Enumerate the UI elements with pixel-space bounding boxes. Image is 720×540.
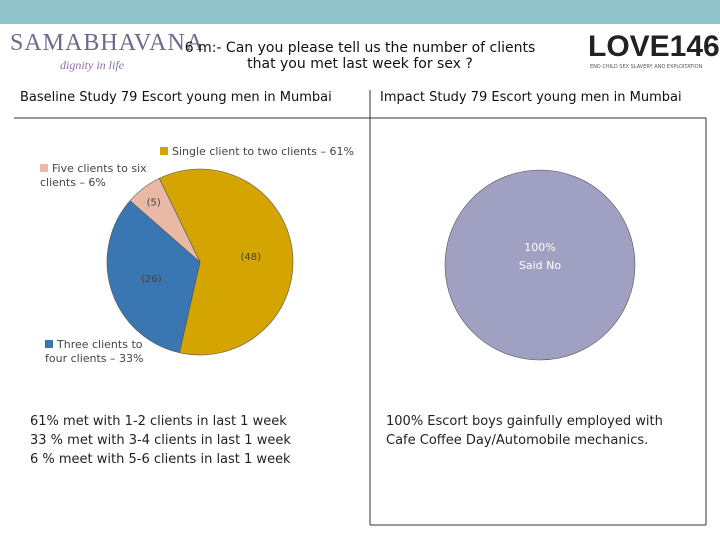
pie-slice: [106, 200, 201, 354]
pie-slice: [158, 168, 294, 356]
title-line: 6 m:- Can you please tell us the number …: [184, 40, 536, 56]
value-label: (26): [141, 274, 162, 285]
value-label: (5): [147, 197, 161, 208]
logo: LOVE146: [588, 30, 720, 63]
category-label: Said No: [519, 259, 561, 272]
note: 6 % meet with 5-6 clients in last 1 week: [30, 452, 291, 467]
category-text: Three clients to four clients – 33%: [45, 338, 144, 365]
legend-swatch: [160, 147, 168, 155]
title: 6 m:- Can you please tell us the number …: [170, 40, 550, 72]
logo-tagline: dignity in life: [60, 58, 124, 72]
category-label: Three clients to four clients – 33%: [45, 338, 155, 366]
note: 33 % met with 3-4 clients in last 1 week: [30, 433, 291, 448]
category-label: Five clients to six clients – 6%: [40, 162, 150, 190]
pies: (48) (26) (5) 100% Said No: [106, 168, 636, 361]
legend-swatch: [45, 340, 53, 348]
category-text: Five clients to six clients – 6%: [40, 162, 147, 189]
top-bar: [0, 0, 720, 24]
category-label: Single client to two clients – 61%: [160, 145, 360, 159]
panel-heading: Impact Study 79 Escort young men in Mumb…: [380, 90, 682, 105]
value-label: (48): [241, 252, 262, 263]
notes: 61% met with 1-2 clients in last 1 week 3…: [30, 412, 291, 469]
note: 61% met with 1-2 clients in last 1 week: [30, 414, 287, 429]
title-line: that you met last week for sex ?: [247, 56, 473, 72]
panel-heading: Baseline Study 79 Escort young men in Mu…: [20, 90, 332, 105]
logo-tagline: END CHILD SEX SLAVERY AND EXPLOITATION: [590, 64, 703, 70]
logo: SAMABHAVANA: [10, 30, 205, 56]
value-label: 100%: [524, 241, 555, 254]
legend-swatch: [40, 164, 48, 172]
note: Cafe Coffee Day/Automobile mechanics.: [386, 433, 649, 448]
category-text: Single client to two clients – 61%: [172, 145, 354, 158]
note: 100% Escort boys gainfully employed with: [386, 414, 663, 429]
pie-slice: [129, 178, 201, 263]
notes: 100% Escort boys gainfully employed with…: [386, 412, 663, 450]
pie-slice: [444, 169, 636, 361]
